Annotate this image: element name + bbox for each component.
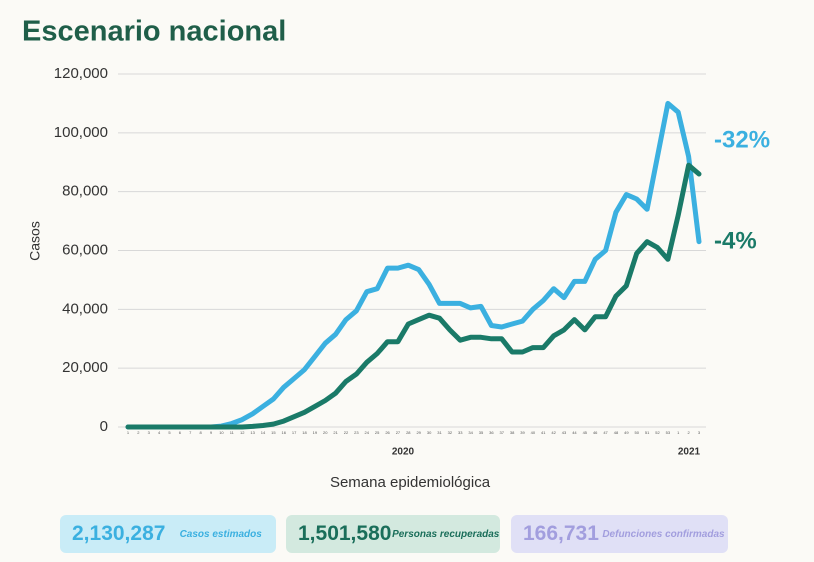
x-tick-label: 27 <box>396 430 401 435</box>
x-tick-label: 23 <box>354 430 359 435</box>
x-tick-label: 52 <box>655 430 660 435</box>
y-tick-label: 40,000 <box>62 300 108 317</box>
x-tick-label: 29 <box>416 430 421 435</box>
y-axis-label: Casos <box>27 221 43 261</box>
x-tick-label: 40 <box>531 430 536 435</box>
x-tick-label: 11 <box>230 430 235 435</box>
x-tick-label: 35 <box>479 430 484 435</box>
x-tick-label: 37 <box>500 430 505 435</box>
x-tick-label: 47 <box>603 430 608 435</box>
x-tick-label: 36 <box>489 430 494 435</box>
x-tick-label: 2 <box>688 430 691 435</box>
summary-label: Defunciones confirmadas <box>602 528 725 540</box>
x-tick-label: 34 <box>468 430 473 435</box>
x-tick-label: 6 <box>179 430 182 435</box>
x-tick-label: 8 <box>200 430 203 435</box>
series-line <box>125 100 702 430</box>
x-tick-label: 14 <box>261 430 266 435</box>
year-label: 2021 <box>678 447 701 458</box>
x-tick-label: 25 <box>375 430 380 435</box>
summary-number: 2,130,287 <box>72 522 166 545</box>
y-tick-label: 20,000 <box>62 359 108 376</box>
x-tick-label: 41 <box>541 430 546 435</box>
x-tick-label: 45 <box>583 430 588 435</box>
summary-label: Personas recuperadas <box>392 528 500 540</box>
x-tick-label: 1 <box>677 430 680 435</box>
x-tick-label: 22 <box>344 430 349 435</box>
y-tick-label: 60,000 <box>62 241 108 258</box>
x-tick-label: 49 <box>624 430 629 435</box>
x-tick-label: 53 <box>666 430 671 435</box>
x-tick-label: 38 <box>510 430 515 435</box>
x-tick-label: 3 <box>148 430 151 435</box>
x-tick-label: 13 <box>250 430 255 435</box>
x-tick-label: 39 <box>520 430 525 435</box>
summary-number: 1,501,580 <box>298 522 392 545</box>
change-label: -32% <box>714 126 770 153</box>
x-tick-label: 17 <box>292 430 297 435</box>
x-tick-label: 7 <box>189 430 192 435</box>
x-tick-label: 44 <box>572 430 577 435</box>
x-tick-label: 19 <box>313 430 318 435</box>
chart: Escenario nacional Casos Semana epidemio… <box>22 16 770 491</box>
x-tick-label: 10 <box>219 430 224 435</box>
y-tick-label: 100,000 <box>54 124 108 141</box>
x-tick-label: 43 <box>562 430 567 435</box>
x-tick-label: 30 <box>427 430 432 435</box>
x-tick-label: 16 <box>282 430 287 435</box>
x-tick-label: 2 <box>137 430 140 435</box>
x-tick-label: 1 <box>127 430 130 435</box>
x-tick-label: 42 <box>551 430 556 435</box>
summary-box: 2,130,287 Casos estimados <box>60 515 276 553</box>
x-tick-label: 9 <box>210 430 213 435</box>
x-tick-label: 46 <box>593 430 598 435</box>
x-tick-label: 5 <box>168 430 171 435</box>
x-tick-label: 33 <box>458 430 463 435</box>
y-tick-label: 0 <box>100 418 108 435</box>
x-tick-label: 24 <box>365 430 370 435</box>
x-tick-label: 12 <box>240 430 245 435</box>
x-tick-label: 32 <box>448 430 453 435</box>
x-tick-label: 18 <box>302 430 307 435</box>
series-line <box>125 162 702 430</box>
x-axis-label: Semana epidemiológica <box>330 474 491 491</box>
x-tick-label: 20 <box>323 430 328 435</box>
summary-label: Casos estimados <box>179 528 262 540</box>
x-tick-label: 26 <box>385 430 390 435</box>
chart-title: Escenario nacional <box>22 16 286 48</box>
x-tick-label: 15 <box>271 430 276 435</box>
x-tick-label: 51 <box>645 430 650 435</box>
x-tick-label: 28 <box>406 430 411 435</box>
x-tick-label: 50 <box>634 430 639 435</box>
summary-number: 166,731 <box>523 522 599 545</box>
x-tick-label: 21 <box>333 430 338 435</box>
x-tick-label: 48 <box>614 430 619 435</box>
y-tick-label: 120,000 <box>54 65 108 82</box>
x-tick-label: 3 <box>698 430 701 435</box>
y-tick-label: 80,000 <box>62 183 108 200</box>
x-tick-label: 4 <box>158 430 161 435</box>
change-label: -4% <box>714 227 757 254</box>
summary-box: 1,501,580 Personas recuperadas <box>286 515 500 553</box>
year-label: 2020 <box>392 447 415 458</box>
summary-box: 166,731 Defunciones confirmadas <box>511 515 728 553</box>
x-tick-label: 31 <box>437 430 442 435</box>
